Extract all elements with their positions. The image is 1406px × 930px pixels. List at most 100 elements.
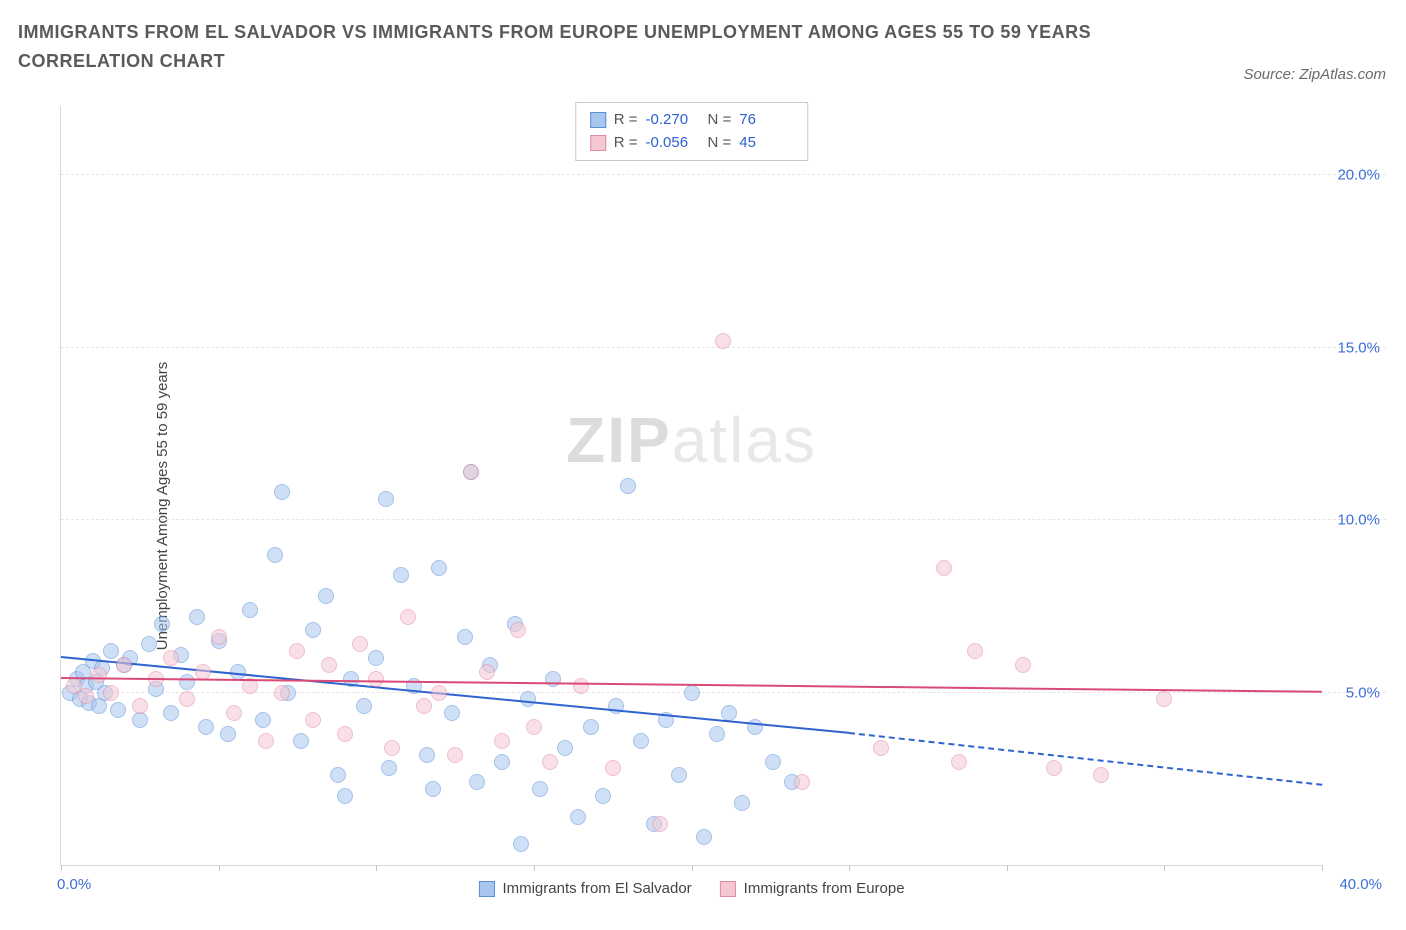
plot-container: Unemployment Among Ages 55 to 59 years Z…	[18, 106, 1386, 906]
y-tick-label: 5.0%	[1346, 684, 1380, 701]
data-point	[633, 733, 649, 749]
data-point	[542, 754, 558, 770]
data-point	[479, 664, 495, 680]
data-point	[573, 678, 589, 694]
x-tick	[1007, 865, 1008, 871]
data-point	[951, 754, 967, 770]
stat-N-label: N =	[708, 132, 732, 155]
data-point	[384, 740, 400, 756]
stat-R-label: R =	[614, 132, 638, 155]
plot-area: ZIPatlas R =-0.270N =76R =-0.056N =45 0.…	[60, 106, 1322, 866]
data-point	[91, 698, 107, 714]
data-point	[532, 781, 548, 797]
y-tick-label: 20.0%	[1337, 167, 1380, 184]
data-point	[163, 650, 179, 666]
data-point	[78, 688, 94, 704]
data-point	[267, 547, 283, 563]
data-point	[967, 643, 983, 659]
legend-item: Immigrants from Europe	[720, 880, 905, 897]
data-point	[513, 836, 529, 852]
data-point	[620, 478, 636, 494]
data-point	[416, 698, 432, 714]
data-point	[431, 685, 447, 701]
data-point	[91, 667, 107, 683]
data-point	[274, 484, 290, 500]
data-point	[321, 657, 337, 673]
stat-N-label: N =	[708, 109, 732, 132]
legend-swatch	[590, 135, 606, 151]
data-point	[721, 705, 737, 721]
data-point	[293, 733, 309, 749]
data-point	[378, 491, 394, 507]
data-point	[447, 747, 463, 763]
data-point	[132, 698, 148, 714]
data-point	[1156, 691, 1172, 707]
data-point	[400, 609, 416, 625]
gridline	[61, 519, 1386, 520]
data-point	[444, 705, 460, 721]
data-point	[936, 560, 952, 576]
y-tick-label: 10.0%	[1337, 512, 1380, 529]
data-point	[289, 643, 305, 659]
data-point	[110, 702, 126, 718]
data-point	[652, 816, 668, 832]
legend-label: Immigrants from Europe	[744, 880, 905, 897]
source-label: Source: ZipAtlas.com	[1243, 66, 1386, 83]
data-point	[356, 698, 372, 714]
legend-swatch	[590, 112, 606, 128]
data-point	[457, 629, 473, 645]
data-point	[305, 712, 321, 728]
stats-row: R =-0.270N =76	[590, 109, 794, 132]
stat-R-value: -0.270	[646, 109, 700, 132]
x-tick	[1164, 865, 1165, 871]
data-point	[141, 636, 157, 652]
watermark: ZIPatlas	[566, 403, 817, 477]
legend: Immigrants from El Salvador Immigrants fr…	[478, 880, 904, 897]
stats-row: R =-0.056N =45	[590, 132, 794, 155]
data-point	[463, 464, 479, 480]
data-point	[258, 733, 274, 749]
stat-N-value: 76	[739, 109, 793, 132]
data-point	[226, 705, 242, 721]
data-point	[368, 650, 384, 666]
data-point	[431, 560, 447, 576]
data-point	[1015, 657, 1031, 673]
x-tick	[61, 865, 62, 871]
data-point	[494, 754, 510, 770]
data-point	[163, 705, 179, 721]
data-point	[1093, 767, 1109, 783]
data-point	[557, 740, 573, 756]
data-point	[469, 774, 485, 790]
data-point	[425, 781, 441, 797]
y-tick-label: 15.0%	[1337, 339, 1380, 356]
data-point	[220, 726, 236, 742]
x-min-label: 0.0%	[57, 876, 91, 893]
data-point	[734, 795, 750, 811]
x-tick	[849, 865, 850, 871]
x-tick	[534, 865, 535, 871]
x-max-label: 40.0%	[1339, 876, 1382, 893]
stat-R-value: -0.056	[646, 132, 700, 155]
data-point	[765, 754, 781, 770]
data-point	[318, 588, 334, 604]
data-point	[419, 747, 435, 763]
data-point	[337, 788, 353, 804]
data-point	[330, 767, 346, 783]
data-point	[189, 609, 205, 625]
legend-swatch	[720, 881, 736, 897]
data-point	[305, 622, 321, 638]
data-point	[381, 760, 397, 776]
data-point	[715, 333, 731, 349]
data-point	[274, 685, 290, 701]
data-point	[696, 829, 712, 845]
data-point	[595, 788, 611, 804]
gridline	[61, 692, 1386, 693]
data-point	[393, 567, 409, 583]
x-tick	[219, 865, 220, 871]
data-point	[179, 674, 195, 690]
data-point	[195, 664, 211, 680]
data-point	[198, 719, 214, 735]
legend-item: Immigrants from El Salvador	[478, 880, 691, 897]
data-point	[570, 809, 586, 825]
x-tick	[692, 865, 693, 871]
